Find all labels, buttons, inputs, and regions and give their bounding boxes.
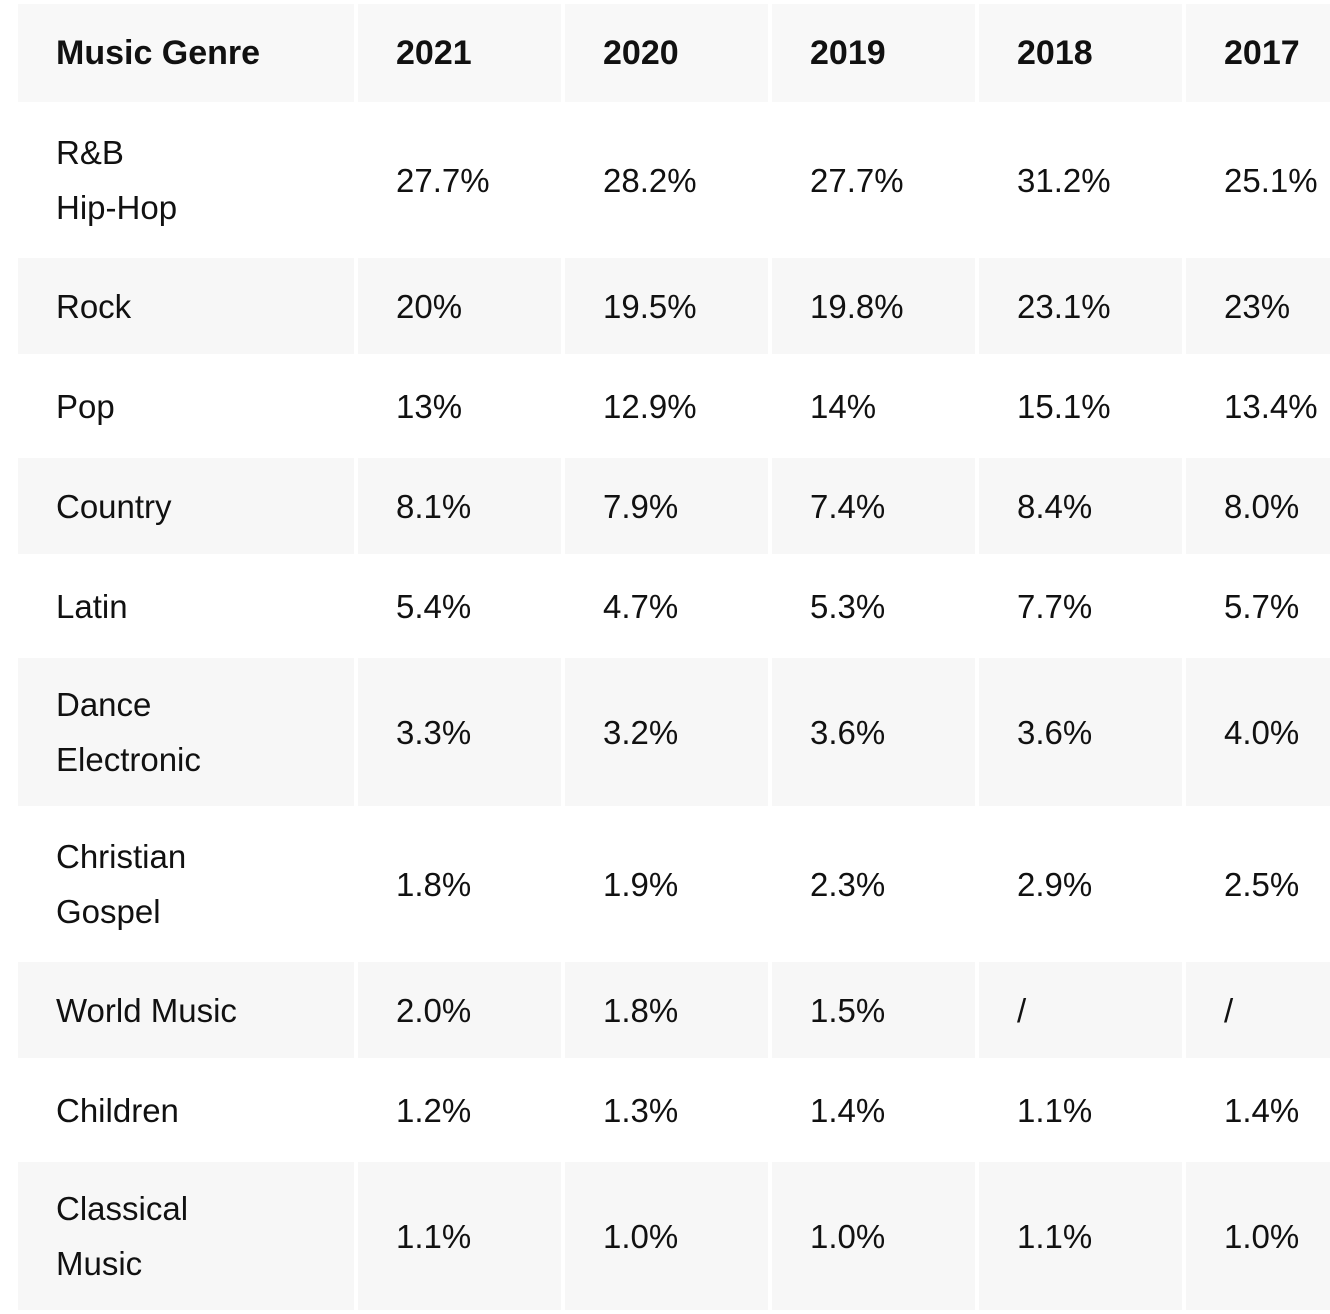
value-cell: 8.0% (1186, 458, 1330, 554)
value-cell: 1.1% (979, 1062, 1182, 1158)
genre-label: Hip-Hop (56, 189, 178, 226)
value-cell: 5.4% (358, 558, 561, 654)
value-cell: 3.6% (772, 658, 975, 806)
table-row: Classical Music 1.1% 1.0% 1.0% 1.1% 1.0% (18, 1162, 1330, 1310)
header-cell-2021: 2021 (358, 4, 561, 102)
genre-cell: World Music (18, 962, 354, 1058)
value-cell: 1.8% (358, 810, 561, 958)
value-cell: 13.4% (1186, 358, 1330, 454)
genre-cell: Classical Music (18, 1162, 354, 1310)
table-row: Country 8.1% 7.9% 7.4% 8.4% 8.0% (18, 458, 1330, 554)
table-row: Pop 13% 12.9% 14% 15.1% 13.4% (18, 358, 1330, 454)
table-body: R&B Hip-Hop 27.7% 28.2% 27.7% 31.2% 25.1% Rock 2… (18, 106, 1330, 1310)
value-cell: 1.5% (772, 962, 975, 1058)
table-header-row: Music Genre 2021 2020 2019 2018 2017 (18, 4, 1330, 102)
value-cell: 7.7% (979, 558, 1182, 654)
value-cell: 2.9% (979, 810, 1182, 958)
genre-label: Children (56, 1091, 179, 1129)
genre-label: Gospel (56, 893, 161, 930)
value-cell: 20% (358, 258, 561, 354)
value-cell: 5.3% (772, 558, 975, 654)
genre-share-table-container: Music Genre 2021 2020 2019 2018 2017 R&B… (18, 4, 1330, 1314)
value-cell: 23% (1186, 258, 1330, 354)
genre-label: Pop (56, 387, 115, 425)
value-cell: 1.4% (1186, 1062, 1330, 1158)
value-cell: 1.9% (565, 810, 768, 958)
genre-label: Rock (56, 287, 132, 325)
value-cell: 27.7% (358, 106, 561, 254)
genre-label: Dance (56, 686, 152, 723)
value-cell: 4.0% (1186, 658, 1330, 806)
genre-label: R&B (56, 134, 124, 171)
genre-share-table: Music Genre 2021 2020 2019 2018 2017 R&B… (18, 4, 1330, 1314)
table-row: Children 1.2% 1.3% 1.4% 1.1% 1.4% (18, 1062, 1330, 1158)
value-cell: 13% (358, 358, 561, 454)
value-cell: 12.9% (565, 358, 768, 454)
value-cell: 25.1% (1186, 106, 1330, 254)
table-row: World Music 2.0% 1.8% 1.5% / / (18, 962, 1330, 1058)
value-cell: 3.6% (979, 658, 1182, 806)
genre-label: Classical (56, 1190, 189, 1227)
value-cell: 23.1% (979, 258, 1182, 354)
genre-cell: Country (18, 458, 354, 554)
genre-label: Christian (56, 838, 187, 875)
genre-cell: R&B Hip-Hop (18, 106, 354, 254)
table-row: Dance Electronic 3.3% 3.2% 3.6% 3.6% 4.0% (18, 658, 1330, 806)
genre-label: Electronic (56, 741, 201, 778)
genre-cell: Rock (18, 258, 354, 354)
value-cell: 31.2% (979, 106, 1182, 254)
genre-label: Country (56, 487, 172, 525)
value-cell: 1.4% (772, 1062, 975, 1158)
value-cell: 1.0% (1186, 1162, 1330, 1310)
genre-label: Music (56, 1245, 143, 1282)
header-cell-2020: 2020 (565, 4, 768, 102)
value-cell: 3.2% (565, 658, 768, 806)
value-cell: 2.0% (358, 962, 561, 1058)
header-cell-2019: 2019 (772, 4, 975, 102)
header-cell-genre: Music Genre (18, 4, 354, 102)
value-cell: 27.7% (772, 106, 975, 254)
value-cell: 28.2% (565, 106, 768, 254)
header-cell-2018: 2018 (979, 4, 1182, 102)
value-cell: 19.5% (565, 258, 768, 354)
value-cell: 1.0% (772, 1162, 975, 1310)
genre-cell: Dance Electronic (18, 658, 354, 806)
value-cell: 1.1% (358, 1162, 561, 1310)
value-cell: 7.4% (772, 458, 975, 554)
value-cell: 14% (772, 358, 975, 454)
value-cell: 2.3% (772, 810, 975, 958)
value-cell: 7.9% (565, 458, 768, 554)
value-cell: 2.5% (1186, 810, 1330, 958)
value-cell: 4.7% (565, 558, 768, 654)
genre-cell: Children (18, 1062, 354, 1158)
value-cell: 1.3% (565, 1062, 768, 1158)
value-cell: 3.3% (358, 658, 561, 806)
value-cell: 1.0% (565, 1162, 768, 1310)
value-cell: 8.1% (358, 458, 561, 554)
value-cell: / (1186, 962, 1330, 1058)
table-row: Christian Gospel 1.8% 1.9% 2.3% 2.9% 2.5% (18, 810, 1330, 958)
table-row: Latin 5.4% 4.7% 5.3% 7.7% 5.7% (18, 558, 1330, 654)
genre-cell: Pop (18, 358, 354, 454)
genre-cell: Latin (18, 558, 354, 654)
genre-cell: Christian Gospel (18, 810, 354, 958)
value-cell: / (979, 962, 1182, 1058)
value-cell: 8.4% (979, 458, 1182, 554)
header-cell-2017: 2017 (1186, 4, 1330, 102)
value-cell: 19.8% (772, 258, 975, 354)
value-cell: 15.1% (979, 358, 1182, 454)
value-cell: 5.7% (1186, 558, 1330, 654)
genre-label: Latin (56, 587, 128, 625)
genre-label: World Music (56, 991, 237, 1029)
value-cell: 1.8% (565, 962, 768, 1058)
table-row: R&B Hip-Hop 27.7% 28.2% 27.7% 31.2% 25.1% (18, 106, 1330, 254)
value-cell: 1.2% (358, 1062, 561, 1158)
table-row: Rock 20% 19.5% 19.8% 23.1% 23% (18, 258, 1330, 354)
value-cell: 1.1% (979, 1162, 1182, 1310)
